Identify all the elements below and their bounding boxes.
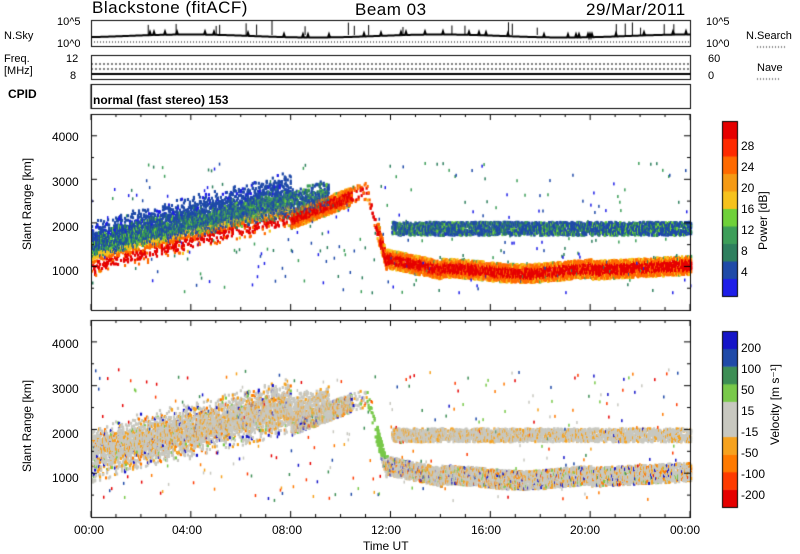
date-title: 29/Mar/2011 (586, 0, 686, 19)
velocity-cbar-tick-200: 200 (741, 341, 762, 355)
xtick-1200: 12:00 (371, 523, 402, 537)
velocity-ytick-2000: 2000 (52, 427, 79, 441)
velocity-cbar-tick-neg15: -15 (741, 425, 759, 439)
velocity-ytick-4000: 4000 (52, 337, 79, 351)
nsky-tick-bottom: 10^0 (57, 38, 81, 50)
power-ytick-1000: 1000 (52, 264, 79, 278)
velocity-cbar-label: Velocity [m s⁻¹] (768, 363, 782, 445)
power-cbar-tick-4: 4 (741, 265, 748, 279)
xtick-2000: 20:00 (570, 523, 601, 537)
station-title: Blackstone (fitACF) (92, 0, 248, 17)
nave-tick-top: 60 (708, 53, 721, 65)
velocity-cbar-tick-neg100: -100 (741, 467, 766, 481)
nsearch-tick-top: 10^5 (706, 16, 730, 28)
power-cbar-tick-28: 28 (741, 139, 755, 153)
power-cbar-label: Power [dB] (756, 191, 770, 250)
freq-unit-label: [MHz] (4, 65, 33, 77)
xlabel: Time UT (363, 539, 409, 553)
power-ytick-2000: 2000 (52, 220, 79, 234)
power-ytick-4000: 4000 (52, 130, 79, 144)
nave-label: Nave (757, 62, 783, 74)
power-cbar-tick-8: 8 (741, 244, 748, 258)
velocity-cbar-tick-neg50: -50 (741, 446, 759, 460)
nsky-label: N.Sky (4, 30, 34, 42)
nsearch-tick-bottom: 10^0 (706, 38, 730, 50)
freq-tick-bottom: 8 (70, 70, 77, 82)
power-ytick-3000: 3000 (52, 175, 79, 189)
nsearch-label: N.Search (746, 30, 792, 42)
xtick-2400: 00:00 (670, 523, 701, 537)
freq-label: Freq. (4, 53, 30, 65)
velocity-ytick-3000: 3000 (52, 382, 79, 396)
nsky-tick-top: 10^5 (57, 16, 81, 28)
xtick-1600: 16:00 (471, 523, 502, 537)
power-cbar-tick-16: 16 (741, 202, 755, 216)
xtick-0800: 08:00 (272, 523, 303, 537)
power-ylabel: Slant Range [km] (20, 157, 34, 250)
freq-tick-top: 12 (66, 53, 79, 65)
power-cbar-tick-20: 20 (741, 181, 755, 195)
power-cbar-tick-12: 12 (741, 223, 755, 237)
beam-title: Beam 03 (355, 0, 427, 19)
xtick-0400: 04:00 (172, 523, 203, 537)
velocity-cbar-tick-50: 50 (741, 383, 755, 397)
nave-tick-bottom: 0 (708, 70, 715, 82)
cpid-value: normal (fast stereo) 153 (93, 93, 229, 107)
velocity-cbar-tick-15: 15 (741, 404, 755, 418)
power-cbar-tick-24: 24 (741, 160, 755, 174)
xtick-0000: 00:00 (74, 523, 105, 537)
velocity-cbar-tick-100: 100 (741, 362, 762, 376)
velocity-ylabel: Slant Range [km] (20, 379, 34, 472)
cpid-label: CPID (8, 87, 37, 101)
velocity-ytick-1000: 1000 (52, 471, 79, 485)
velocity-cbar-tick-neg200: -200 (741, 488, 766, 502)
